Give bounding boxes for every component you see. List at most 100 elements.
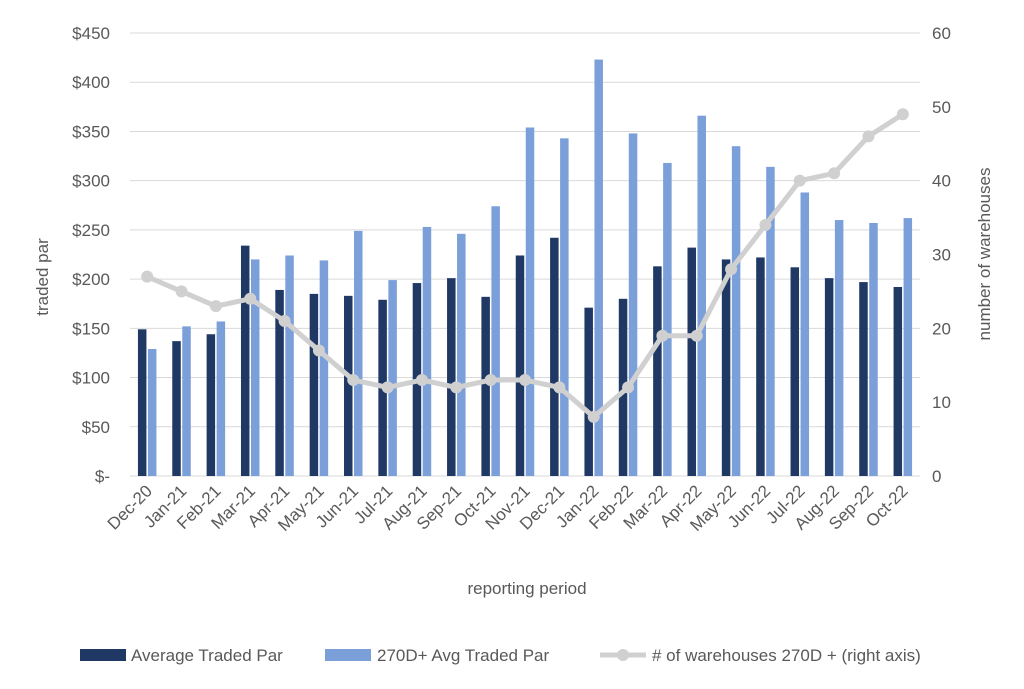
- bar-average-traded-par: [893, 286, 903, 476]
- y2-tick-label: 30: [932, 246, 951, 265]
- line-point: [793, 174, 806, 187]
- bar-270d-avg-traded-par: [903, 218, 913, 476]
- bar-270d-avg-traded-par: [697, 115, 706, 477]
- bar-average-traded-par: [756, 257, 765, 476]
- bar-average-traded-par: [824, 278, 834, 476]
- bar-270d-avg-traded-par: [422, 226, 432, 476]
- line-point: [209, 300, 222, 313]
- legend-swatch-270d-avg-traded-par: [325, 649, 371, 661]
- bar-average-traded-par: [240, 245, 250, 476]
- line-point: [484, 374, 497, 387]
- bar-average-traded-par: [721, 259, 731, 476]
- y2-tick-label: 50: [932, 98, 951, 117]
- bar-average-traded-par: [137, 329, 147, 476]
- bar-270d-avg-traded-par: [250, 259, 260, 476]
- line-point: [759, 218, 772, 231]
- bar-average-traded-par: [687, 247, 696, 476]
- y-tick-label: $50: [82, 418, 110, 437]
- line-point: [450, 381, 463, 394]
- y2-tick-label: 40: [932, 172, 951, 191]
- y2-tick-label: 0: [932, 467, 941, 486]
- line-point: [415, 374, 428, 387]
- series-line-warehouses: [144, 111, 906, 420]
- bar-270d-avg-traded-par: [869, 222, 878, 476]
- gridlines: [130, 32, 920, 477]
- y-tick-label: $250: [72, 221, 110, 240]
- legend: Average Traded Par 270D+ Avg Traded Par …: [80, 646, 921, 665]
- line-point: [587, 410, 600, 423]
- line-point: [725, 263, 738, 276]
- bar-average-traded-par: [790, 267, 800, 476]
- bar-270d-avg-traded-par: [834, 220, 844, 476]
- bar-270d-avg-traded-par: [216, 321, 226, 476]
- bar-270d-avg-traded-par: [663, 162, 672, 477]
- y-tick-label: $400: [72, 73, 110, 92]
- bar-average-traded-par: [206, 334, 216, 476]
- bar-270d-avg-traded-par: [800, 192, 810, 477]
- legend-swatch-warehouses-marker: [617, 649, 629, 661]
- bar-270d-avg-traded-par: [594, 59, 603, 476]
- bar-270d-avg-traded-par: [731, 146, 741, 476]
- bar-average-traded-par: [172, 341, 181, 476]
- bar-270d-avg-traded-par: [491, 206, 500, 477]
- line-point: [347, 374, 360, 387]
- line-point: [553, 381, 566, 394]
- bar-270d-avg-traded-par: [457, 233, 466, 476]
- y2-tick-label: 10: [932, 393, 951, 412]
- bar-average-traded-par: [859, 282, 868, 476]
- bar-average-traded-par: [275, 289, 284, 476]
- y-axis-title: traded par: [33, 238, 52, 316]
- x-axis-title: reporting period: [467, 579, 586, 598]
- bar-270d-avg-traded-par: [285, 255, 294, 476]
- y2-tick-label: 60: [932, 24, 951, 43]
- y2-tick-label: 20: [932, 319, 951, 338]
- y-tick-label: $100: [72, 369, 110, 388]
- bar-average-traded-par: [584, 307, 593, 476]
- y-tick-label: $450: [72, 24, 110, 43]
- bar-270d-avg-traded-par: [525, 127, 535, 477]
- bar-average-traded-par: [309, 293, 319, 476]
- bar-270d-avg-traded-par: [560, 138, 569, 476]
- line-point: [862, 130, 875, 143]
- line-point: [175, 285, 188, 298]
- line-point: [278, 314, 291, 327]
- bars: [137, 59, 913, 477]
- x-axis-ticks: Dec-20Jan-21Feb-21Mar-21Apr-21May-21Jun-…: [104, 481, 912, 535]
- line-point: [519, 374, 531, 387]
- line-point: [312, 344, 325, 357]
- y-tick-label: $-: [95, 467, 110, 486]
- legend-label-warehouses: # of warehouses 270D + (right axis): [652, 646, 921, 665]
- line-point: [141, 270, 154, 283]
- legend-swatch-average-traded-par: [80, 649, 126, 661]
- bar-average-traded-par: [344, 295, 353, 476]
- bar-270d-avg-traded-par: [354, 230, 363, 476]
- left-axis-ticks: $- $50 $100 $150 $200 $250 $300 $350 $400 $450: [72, 24, 110, 486]
- bar-270d-avg-traded-par: [182, 326, 191, 476]
- bar-average-traded-par: [447, 278, 456, 476]
- line-point: [896, 108, 909, 121]
- bar-270d-avg-traded-par: [319, 260, 329, 476]
- line-point: [828, 167, 841, 180]
- bar-270d-avg-traded-par: [628, 133, 638, 476]
- line-point: [656, 329, 669, 342]
- y-tick-label: $350: [72, 122, 110, 141]
- bar-270d-avg-traded-par: [388, 280, 397, 476]
- y-tick-label: $200: [72, 270, 110, 289]
- legend-label-270d-avg-traded-par: 270D+ Avg Traded Par: [377, 646, 550, 665]
- legend-label-average-traded-par: Average Traded Par: [131, 646, 283, 665]
- warehouse-line: [141, 108, 909, 423]
- line-point: [690, 329, 703, 342]
- bar-270d-avg-traded-par: [766, 166, 775, 476]
- bar-270d-avg-traded-par: [147, 349, 157, 476]
- bar-average-traded-par: [653, 266, 662, 476]
- right-axis-ticks: 0 10 20 30 40 50 60: [932, 24, 951, 486]
- bar-average-traded-par: [550, 237, 559, 476]
- y-tick-label: $150: [72, 319, 110, 338]
- line-point: [622, 381, 635, 394]
- line-point: [381, 381, 394, 394]
- bar-average-traded-par: [481, 296, 490, 476]
- bar-average-traded-par: [515, 255, 525, 476]
- y2-axis-title: number of warehouses: [975, 168, 994, 341]
- line-point: [244, 292, 257, 305]
